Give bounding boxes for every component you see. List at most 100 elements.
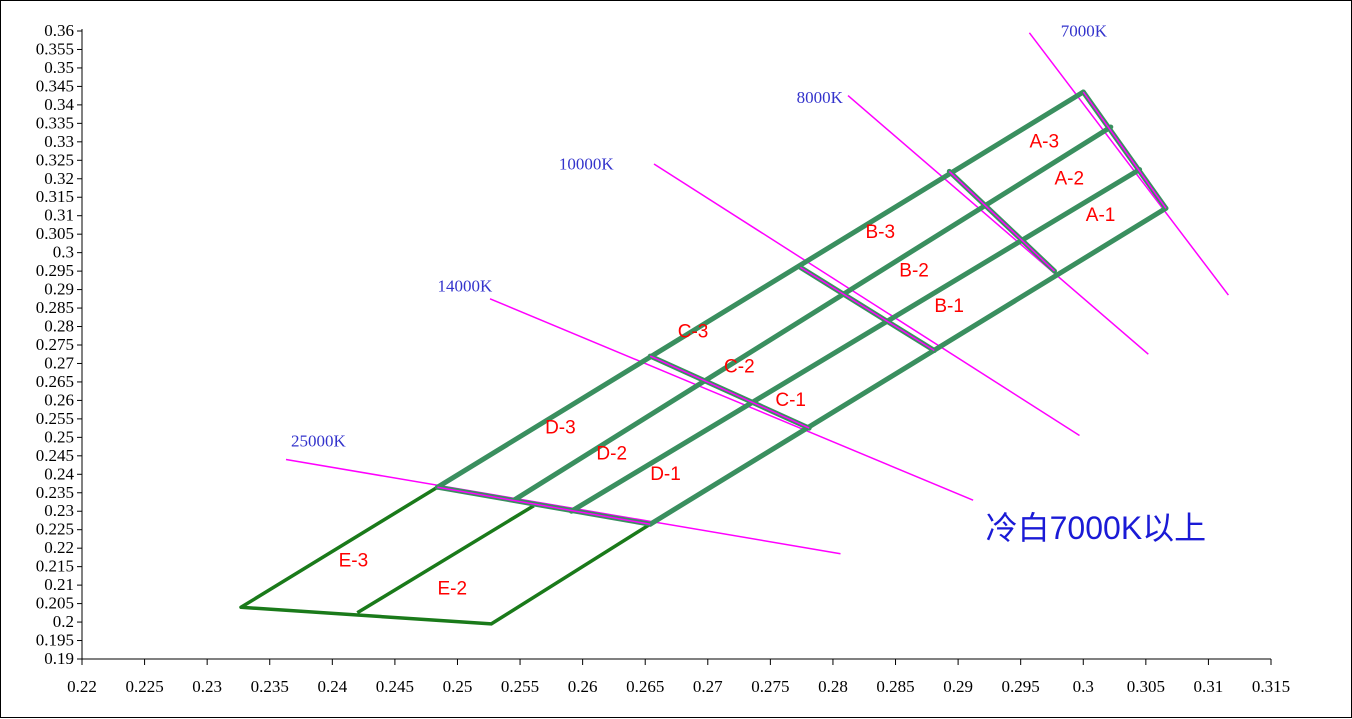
e-region <box>239 485 652 626</box>
y-tick-label: 0.195 <box>36 631 74 650</box>
cct-line-10000k <box>653 163 1080 437</box>
bin-boundary-line-3 <box>511 124 1114 503</box>
y-tick-label: 0.325 <box>36 150 74 169</box>
x-tick-label: 0.235 <box>251 677 289 696</box>
y-tick-label: 0.3 <box>53 243 74 262</box>
cct-label-25000k: 25000K <box>291 432 347 451</box>
x-tick-label: 0.265 <box>626 677 664 696</box>
y-tick-label: 0.35 <box>44 58 74 77</box>
y-tick-label: 0.36 <box>44 21 74 40</box>
y-tick-label: 0.26 <box>44 390 74 409</box>
y-tick-label: 0.33 <box>44 132 74 151</box>
note-text: 冷白7000K以上 <box>986 510 1207 546</box>
e-divider <box>356 504 535 615</box>
bin-boundary-overlay-cct-25000 <box>437 486 651 525</box>
y-tick-label: 0.235 <box>36 483 74 502</box>
y-tick-label: 0.225 <box>36 520 74 539</box>
cct-label-8000k: 8000K <box>797 88 844 107</box>
y-tick-label: 0.25 <box>44 427 74 446</box>
x-tick-label: 0.275 <box>751 677 789 696</box>
cct-line-8000k <box>847 95 1149 355</box>
bin-label-a-2: A-2 <box>1054 168 1084 189</box>
cct-label-7000k: 7000K <box>1061 22 1108 41</box>
x-tick-label: 0.31 <box>1194 677 1224 696</box>
x-tick-label: 0.27 <box>693 677 723 696</box>
bin-boundary-line-2 <box>568 167 1143 514</box>
note: 冷白7000K以上 <box>986 510 1207 546</box>
y-tick-label: 0.24 <box>44 464 74 483</box>
y-tick-label: 0.285 <box>36 298 74 317</box>
bin-boundary-overlay-cct-14000 <box>649 355 810 429</box>
y-tick-label: 0.32 <box>44 169 74 188</box>
cct-label-10000k: 10000K <box>559 155 615 174</box>
y-tick-label: 0.345 <box>36 76 74 95</box>
bin-boundary-overlay-cct-10000 <box>800 266 935 352</box>
x-tick-label: 0.22 <box>67 677 97 696</box>
bin-label-b-1: B-1 <box>934 296 964 317</box>
x-tick-label: 0.245 <box>376 677 414 696</box>
x-tick-label: 0.26 <box>568 677 598 696</box>
bin-label-a-1: A-1 <box>1086 205 1116 226</box>
x-tick-label: 0.28 <box>818 677 848 696</box>
bin-label-d-1: D-1 <box>650 464 681 485</box>
y-tick-label: 0.34 <box>44 95 74 114</box>
y-tick-label: 0.22 <box>44 538 74 557</box>
e-outline <box>239 485 652 626</box>
bin-label-e-2: E-2 <box>437 578 467 599</box>
bin-label-e-3: E-3 <box>339 551 369 572</box>
x-tick-label: 0.315 <box>1252 677 1290 696</box>
x-tick-label: 0.305 <box>1127 677 1165 696</box>
x-tick-label: 0.23 <box>192 677 222 696</box>
y-tick-label: 0.265 <box>36 372 74 391</box>
bin-label-a-3: A-3 <box>1029 131 1059 152</box>
cct-lines <box>285 32 1229 555</box>
y-tick-label: 0.31 <box>44 206 74 225</box>
bin-grid <box>434 89 1169 527</box>
y-tick-label: 0.355 <box>36 39 74 58</box>
cct-labels: 7000K 8000K 10000K 14000K 25000K <box>291 22 1108 451</box>
bin-boundary-line-1 <box>647 205 1169 527</box>
cct-line-7000k <box>1028 32 1229 296</box>
bin-boundary-line-4 <box>434 89 1086 490</box>
bin-label-d-3: D-3 <box>545 418 576 439</box>
y-tick-label: 0.295 <box>36 261 74 280</box>
y-tick-label: 0.23 <box>44 501 74 520</box>
bin-boundary-overlay-cct-7000 <box>1082 91 1167 209</box>
bin-label-c-3: C-3 <box>678 322 709 343</box>
bin-label-d-2: D-2 <box>596 444 627 465</box>
y-tick-label: 0.29 <box>44 280 74 299</box>
y-tick-label: 0.27 <box>44 353 74 372</box>
cct-line-14000k <box>489 298 974 501</box>
bin-labels: A-3 A-2A-1 B-3B-2B-1 C-3 C-2 C-1 D-3 D-2 D-1 E-3 E… <box>339 131 1116 599</box>
x-tick-label: 0.225 <box>125 677 163 696</box>
bin-label-b-3: B-3 <box>865 222 895 243</box>
x-tick-label: 0.255 <box>501 677 539 696</box>
y-tick-label: 0.255 <box>36 409 74 428</box>
bin-label-c-2: C-2 <box>724 357 755 378</box>
y-axis-ticks: 0.190.1950.20.2050.210.2150.220.2250.230… <box>36 21 82 668</box>
y-tick-label: 0.19 <box>44 649 74 668</box>
x-tick-label: 0.295 <box>1002 677 1040 696</box>
y-tick-label: 0.205 <box>36 594 74 613</box>
y-tick-label: 0.305 <box>36 224 74 243</box>
y-tick-label: 0.245 <box>36 446 74 465</box>
axes <box>81 29 1271 660</box>
bin-label-c-1: C-1 <box>775 390 806 411</box>
x-tick-label: 0.285 <box>876 677 914 696</box>
y-tick-label: 0.335 <box>36 113 74 132</box>
bin-label-b-2: B-2 <box>899 261 929 282</box>
x-tick-label: 0.29 <box>943 677 973 696</box>
y-tick-label: 0.28 <box>44 317 74 336</box>
x-tick-label: 0.24 <box>317 677 347 696</box>
bin-boundary-overlay-cct-8000 <box>948 170 1056 272</box>
y-tick-label: 0.275 <box>36 335 74 354</box>
x-axis-ticks: 0.22 0.225 0.23 0.235 0.24 0.245 0.25 0.255 0.26… <box>67 659 1290 696</box>
x-tick-label: 0.25 <box>443 677 473 696</box>
y-tick-label: 0.315 <box>36 187 74 206</box>
y-tick-label: 0.21 <box>44 575 74 594</box>
y-tick-label: 0.2 <box>53 612 74 631</box>
y-tick-label: 0.215 <box>36 557 74 576</box>
x-tick-label: 0.3 <box>1073 677 1094 696</box>
